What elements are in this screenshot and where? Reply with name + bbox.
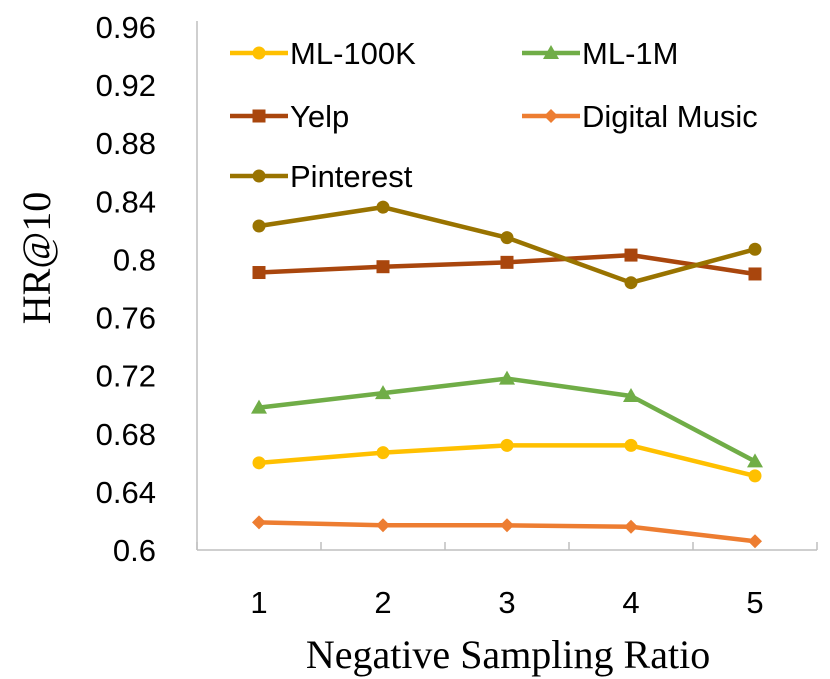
data-point-ml-100k: [624, 438, 638, 452]
chart-axes: 1 2 3 4 5 0.6 0.64 0.68 0.72 0.76 0.8 0.84 0.88 0.92 0…: [96, 10, 818, 620]
y-tick-label: 0.6: [113, 533, 156, 568]
data-point-pinterest: [376, 200, 390, 214]
x-axis-title: Negative Sampling Ratio: [306, 632, 710, 677]
data-point-ml-1m: [499, 370, 515, 385]
legend-label-yelp: Yelp: [290, 99, 349, 134]
legend-label-ml-100k: ML-100K: [290, 36, 416, 71]
data-point-ml-100k: [500, 438, 514, 452]
legend-marker-ml-1m: [543, 45, 559, 59]
data-point-digital-music: [748, 534, 762, 549]
legend: ML-100K ML-1M Yelp Digital Music Pinterest: [230, 36, 758, 194]
y-tick-label: 0.64: [96, 475, 156, 510]
data-point-yelp: [376, 260, 390, 274]
y-tick-label: 0.96: [96, 10, 156, 45]
x-tick-label: 5: [746, 585, 763, 620]
y-tick-label: 0.84: [96, 184, 156, 219]
legend-marker-pinterest: [252, 169, 266, 183]
data-point-ml-1m: [251, 399, 267, 414]
x-tick-label: 2: [374, 585, 391, 620]
x-tick-label: 1: [250, 585, 267, 620]
series-markers: [251, 200, 763, 549]
y-tick-label: 0.8: [113, 242, 156, 277]
y-tick-label: 0.68: [96, 417, 156, 452]
data-point-digital-music: [376, 518, 390, 533]
data-point-yelp: [624, 248, 638, 262]
y-tick-label: 0.88: [96, 126, 156, 161]
legend-item-digital-music: Digital Music: [522, 99, 758, 134]
data-point-pinterest: [624, 276, 638, 290]
legend-marker-ml-100k: [252, 46, 266, 60]
data-point-pinterest: [252, 219, 266, 233]
data-point-digital-music: [624, 519, 638, 534]
legend-marker-digital-music: [544, 109, 558, 123]
x-tick-label: 4: [622, 585, 639, 620]
legend-label-ml-1m: ML-1M: [582, 36, 678, 71]
data-point-ml-1m: [623, 388, 639, 403]
y-tick-label: 0.92: [96, 68, 156, 103]
series-line-pinterest: [258, 204, 756, 285]
data-point-pinterest: [500, 231, 514, 245]
data-point-ml-100k: [252, 456, 266, 470]
data-point-ml-100k: [376, 446, 390, 460]
data-point-yelp: [252, 266, 266, 280]
legend-item-yelp: Yelp: [230, 99, 349, 134]
y-axis-title: HR@10: [14, 192, 59, 324]
data-point-yelp: [500, 255, 514, 269]
legend-item-pinterest: Pinterest: [230, 159, 413, 194]
legend-marker-yelp: [252, 109, 266, 123]
legend-item-ml-1m: ML-1M: [522, 36, 678, 71]
data-point-digital-music: [500, 518, 514, 533]
data-point-digital-music: [252, 515, 266, 530]
data-point-ml-1m: [747, 453, 763, 468]
data-point-pinterest: [748, 242, 762, 256]
legend-label-pinterest: Pinterest: [290, 159, 413, 194]
x-tick-label: 3: [498, 585, 515, 620]
y-tick-label: 0.76: [96, 301, 156, 336]
data-point-ml-1m: [375, 385, 391, 400]
data-point-yelp: [748, 267, 762, 281]
data-point-ml-100k: [748, 469, 762, 483]
y-tick-label: 0.72: [96, 359, 156, 394]
legend-item-ml-100k: ML-100K: [230, 36, 416, 71]
legend-label-digital-music: Digital Music: [582, 99, 758, 134]
